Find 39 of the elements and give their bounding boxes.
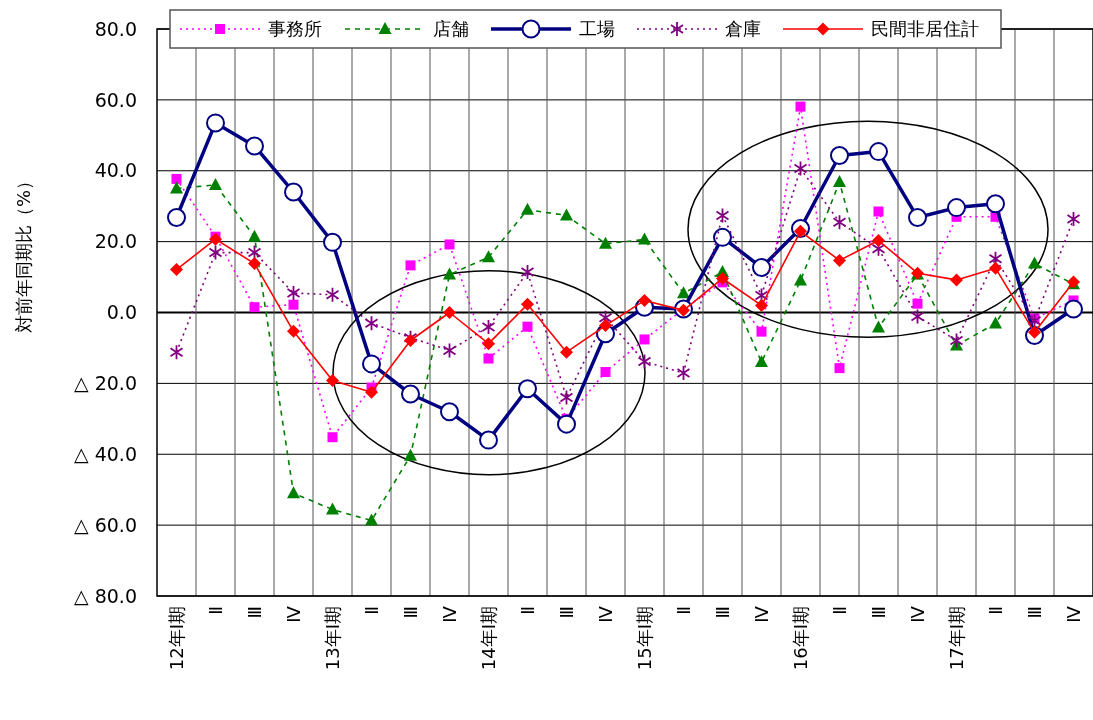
x-tick-label: 15年Ⅰ期	[633, 606, 655, 671]
x-tick-label: Ⅳ	[438, 605, 460, 623]
legend-label: 工場	[579, 18, 615, 40]
x-tick-label: 16年Ⅰ期	[789, 606, 811, 671]
y-tick-label: 40.0	[94, 159, 137, 182]
y-tick-label: 0.0	[106, 301, 137, 324]
x-tick-label: Ⅱ	[516, 606, 538, 615]
x-tick-label: Ⅲ	[243, 606, 265, 619]
y-tick-label: △ 40.0	[74, 442, 137, 465]
legend-label: 倉庫	[725, 18, 761, 40]
y-tick-label: 60.0	[94, 88, 137, 111]
y-tick-label: △ 20.0	[74, 372, 137, 395]
x-tick-label: Ⅳ	[282, 605, 304, 623]
x-tick-label: Ⅳ	[750, 605, 772, 623]
legend-label: 民間非居住計	[871, 18, 979, 40]
y-axis-title: 対前年同期比（%）	[13, 171, 34, 334]
x-tick-label: 13年Ⅰ期	[321, 606, 343, 671]
x-tick-label: Ⅱ	[672, 606, 694, 615]
legend-label: 事務所	[268, 18, 322, 40]
x-tick-label: Ⅱ	[360, 606, 382, 615]
y-tick-label: △ 60.0	[74, 513, 137, 536]
x-tick-label: Ⅱ	[828, 606, 850, 615]
y-tick-label: △ 80.0	[74, 584, 137, 607]
x-tick-label: 17年Ⅰ期	[945, 606, 967, 671]
legend-label: 店舗	[433, 18, 469, 40]
x-tick-label: Ⅳ	[1062, 605, 1084, 623]
x-tick-label: Ⅲ	[555, 606, 577, 619]
x-tick-label: Ⅲ	[711, 606, 733, 619]
x-tick-label: 12年Ⅰ期	[165, 606, 187, 671]
y-tick-label: 20.0	[94, 230, 137, 253]
x-tick-label: 14年Ⅰ期	[477, 606, 499, 671]
y-tick-label: 80.0	[94, 17, 137, 40]
x-tick-label: Ⅱ	[204, 606, 226, 615]
x-tick-label: Ⅲ	[1023, 606, 1045, 619]
x-tick-label: Ⅲ	[867, 606, 889, 619]
x-tick-label: Ⅱ	[984, 606, 1006, 615]
x-tick-label: Ⅲ	[399, 606, 421, 619]
x-tick-label: Ⅳ	[906, 605, 928, 623]
x-tick-label: Ⅳ	[594, 605, 616, 623]
